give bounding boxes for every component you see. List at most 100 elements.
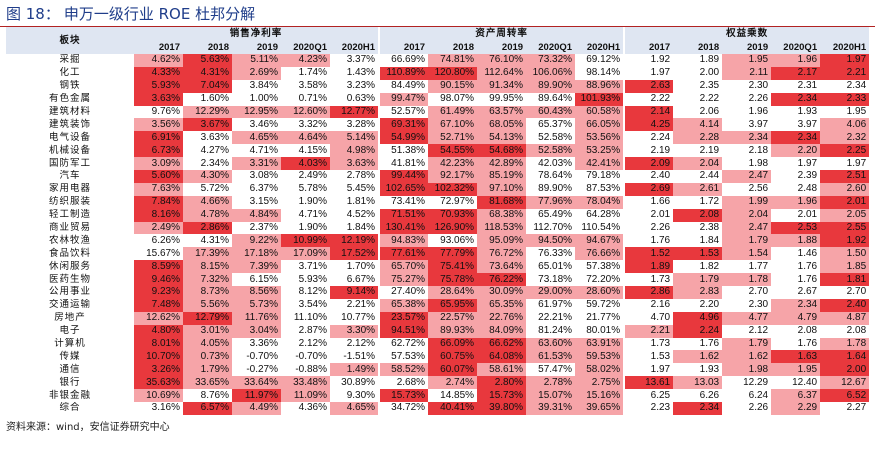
value-cell: 88.96% <box>575 79 625 93</box>
sector-name: 钢铁 <box>59 80 81 92</box>
value-cell: 58.61% <box>477 363 527 377</box>
value-cell: 2.68% <box>378 376 429 390</box>
value-cell: 97.10% <box>477 182 527 196</box>
value-cell: 2.28 <box>673 131 723 145</box>
value-cell: 2.05 <box>820 208 870 222</box>
value-cell: 89.64% <box>526 92 576 106</box>
value-cell: 33.65% <box>183 376 232 390</box>
value-cell: 7.84% <box>134 195 183 209</box>
value-cell: 53.56% <box>575 131 625 145</box>
value-cell: 1.84% <box>330 221 380 235</box>
table-row: 汽车 5.60% 4.30% 3.08% 2.49% 2.78% 99.44% 92.17% 8… <box>6 170 870 183</box>
value-cell: 57.47% <box>526 363 576 377</box>
value-cell: 17.52% <box>330 247 380 261</box>
year-header-row: 2017 2018 2019 2020Q1 2020H1 2017 2018 2… <box>6 41 870 54</box>
year-header: 2020Q1 <box>771 41 821 54</box>
value-cell: 3.63% <box>183 131 232 145</box>
value-cell: -0.27% <box>232 363 281 377</box>
value-cell: 12.29 <box>722 376 772 390</box>
value-cell: 6.57% <box>183 402 232 415</box>
value-cell: 2.44 <box>673 170 723 183</box>
value-cell: 2.34 <box>673 402 723 415</box>
value-cell: 4.52% <box>330 208 380 222</box>
value-cell: 17.18% <box>232 247 281 261</box>
value-cell: 60.43% <box>526 105 576 119</box>
sector-name: 汽车 <box>59 170 81 182</box>
value-cell: 60.58% <box>575 105 625 119</box>
value-cell: 68.05% <box>477 118 527 132</box>
value-cell: 65.01% <box>526 260 576 274</box>
table-row: 商业贸易 2.49% 2.86% 2.37% 1.90% 1.84% 130.41% 126.… <box>6 221 870 235</box>
value-cell: 2.47 <box>722 170 772 183</box>
sector-header: 板块 <box>6 27 134 54</box>
value-cell: 8.76% <box>183 389 232 403</box>
value-cell: 8.73% <box>183 286 232 299</box>
value-cell: 92.17% <box>428 170 478 183</box>
value-cell: 1.78 <box>820 337 870 351</box>
year-header: 2019 <box>722 41 772 54</box>
value-cell: 4.70 <box>623 311 674 325</box>
value-cell: 75.27% <box>378 273 429 287</box>
value-cell: 73.18% <box>526 273 576 287</box>
value-cell: 2.30 <box>722 79 772 93</box>
value-cell: 76.72% <box>477 247 527 261</box>
value-cell: 1.98 <box>722 363 772 377</box>
value-cell: 77.96% <box>526 195 576 209</box>
value-cell: 2.70 <box>820 286 870 299</box>
value-cell: 2.74% <box>428 376 478 390</box>
value-cell: 2.34 <box>771 92 821 106</box>
value-cell: 3.30% <box>330 324 380 338</box>
value-cell: 5.73% <box>232 298 281 312</box>
value-cell: 1.79 <box>722 234 772 248</box>
value-cell: 69.12% <box>575 54 625 67</box>
value-cell: 1.54 <box>722 247 772 261</box>
value-cell: 79.18% <box>575 170 625 183</box>
value-cell: 1.95 <box>820 105 870 119</box>
table-row: 纺织服装 7.84% 4.66% 3.15% 1.90% 1.81% 73.41% 72.97… <box>6 195 870 209</box>
value-cell: 1.76 <box>673 337 723 351</box>
sector-name: 采掘 <box>59 54 81 66</box>
value-cell: 2.32 <box>820 131 870 145</box>
value-cell: 6.15% <box>232 273 281 287</box>
value-cell: 2.47 <box>722 221 772 235</box>
value-cell: 3.67% <box>183 118 232 132</box>
value-cell: 60.75% <box>428 350 478 364</box>
table-row: 机械设备 6.73% 4.27% 4.71% 4.15% 4.98% 51.38% 54.55… <box>6 144 870 158</box>
value-cell: 2.34 <box>771 131 821 145</box>
value-cell: 28.60% <box>575 286 625 299</box>
value-cell: 1.89 <box>673 54 723 67</box>
value-cell: 2.14 <box>623 105 674 119</box>
value-cell: 15.73% <box>477 389 527 403</box>
value-cell: 2.48 <box>771 182 821 196</box>
value-cell: 66.09% <box>428 337 478 351</box>
sector-name: 电气设备 <box>48 131 91 143</box>
value-cell: 2.08 <box>820 324 870 338</box>
value-cell: 1.49% <box>330 363 380 377</box>
value-cell: 3.08% <box>232 170 281 183</box>
value-cell: 102.65% <box>378 182 429 196</box>
value-cell: 2.00 <box>673 66 723 80</box>
table-row: 电气设备 6.91% 3.63% 4.65% 4.64% 5.14% 54.99% 52.71… <box>6 131 870 145</box>
value-cell: 2.35 <box>673 79 723 93</box>
value-cell: 3.56% <box>134 118 183 132</box>
value-cell: 68.38% <box>477 208 527 222</box>
value-cell: 7.39% <box>232 260 281 274</box>
value-cell: 90.15% <box>428 79 478 93</box>
value-cell: 2.25 <box>820 144 870 158</box>
table-row: 食品饮料 15.67% 17.39% 17.18% 17.09% 17.52% 77.61%… <box>6 247 870 261</box>
value-cell: 2.69 <box>623 182 674 196</box>
value-cell: 62.72% <box>378 337 429 351</box>
value-cell: 52.71% <box>428 131 478 145</box>
value-cell: 3.63% <box>134 92 183 106</box>
table-row: 轻工制造 8.16% 4.78% 4.84% 4.71% 4.52% 71.51% 70.93… <box>6 208 870 222</box>
value-cell: 51.38% <box>378 144 429 158</box>
value-cell: 112.70% <box>526 221 576 235</box>
value-cell: 2.01 <box>820 195 870 209</box>
value-cell: 6.52 <box>820 389 870 403</box>
value-cell: 2.12 <box>722 324 772 338</box>
value-cell: 1.76 <box>771 260 821 274</box>
value-cell: 69.31% <box>378 118 429 132</box>
value-cell: 3.28% <box>330 118 380 132</box>
value-cell: 73.41% <box>378 195 429 209</box>
value-cell: 11.09% <box>281 389 330 403</box>
